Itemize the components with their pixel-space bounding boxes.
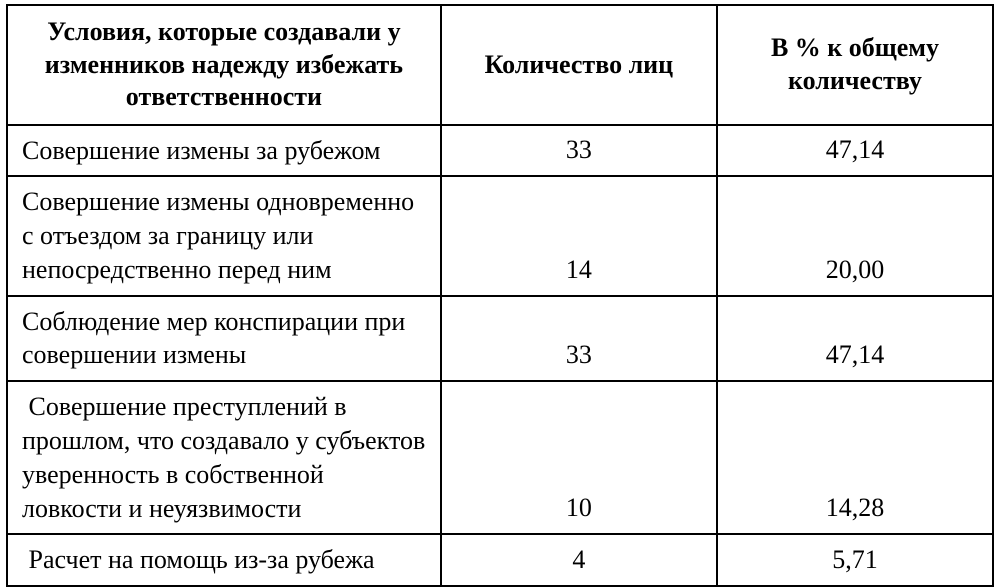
row-count: 33 xyxy=(441,296,717,382)
row-percent: 14,28 xyxy=(717,381,993,534)
table-header-row: Условия, которые создавали у изменников … xyxy=(7,5,993,125)
col-header-conditions: Условия, которые создавали у изменников … xyxy=(7,5,441,125)
row-count: 33 xyxy=(441,125,717,177)
row-label: Совершение преступлений в прошлом, что с… xyxy=(7,381,441,534)
row-count: 4 xyxy=(441,534,717,586)
row-label: Совершение измены одновременно с отъездо… xyxy=(7,176,441,295)
row-label: Совершение измены за рубежом xyxy=(7,125,441,177)
row-percent: 47,14 xyxy=(717,296,993,382)
row-count: 14 xyxy=(441,176,717,295)
table-row: Совершение преступлений в прошлом, что с… xyxy=(7,381,993,534)
col-header-percent: В % к общему количеству xyxy=(717,5,993,125)
table-row: Совершение измены за рубежом 33 47,14 xyxy=(7,125,993,177)
data-table: Условия, которые создавали у изменников … xyxy=(6,4,994,587)
table-row: Расчет на помощь из-за рубежа 4 5,71 xyxy=(7,534,993,586)
row-percent: 47,14 xyxy=(717,125,993,177)
table-row: Совершение измены одновременно с отъездо… xyxy=(7,176,993,295)
page-container: Условия, которые создавали у изменников … xyxy=(0,0,1000,577)
row-label: Расчет на помощь из-за рубежа xyxy=(7,534,441,586)
col-header-count: Количество лиц xyxy=(441,5,717,125)
row-label: Соблюдение мер конспирации при совершени… xyxy=(7,296,441,382)
row-percent: 20,00 xyxy=(717,176,993,295)
row-count: 10 xyxy=(441,381,717,534)
row-percent: 5,71 xyxy=(717,534,993,586)
table-row: Соблюдение мер конспирации при совершени… xyxy=(7,296,993,382)
